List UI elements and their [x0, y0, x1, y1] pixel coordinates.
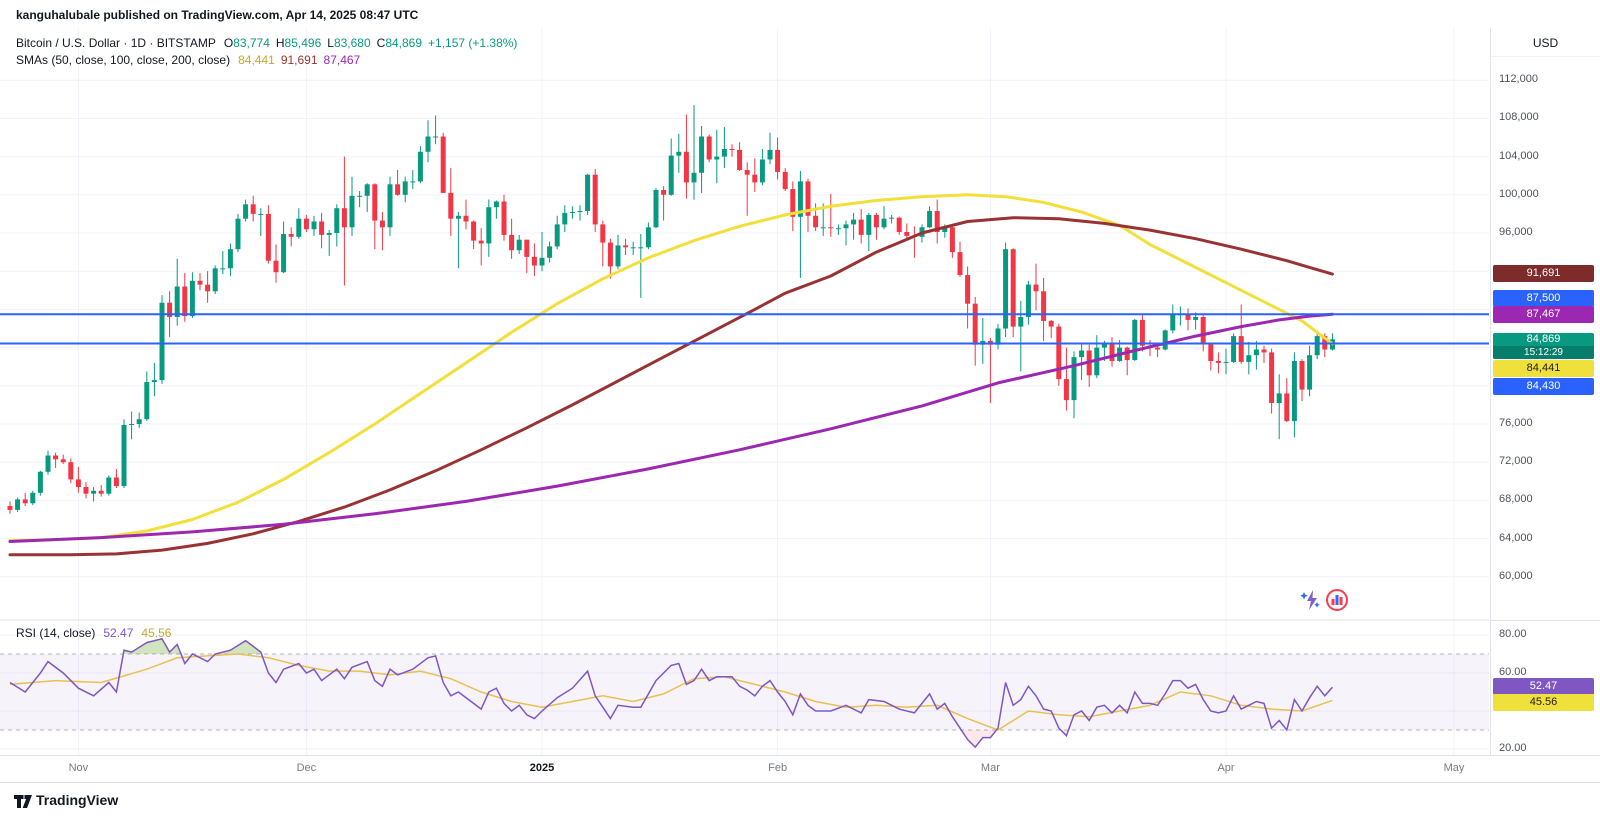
axis-tick-label: 80.00 — [1499, 628, 1527, 640]
ohlc-low: L83,680 — [327, 35, 371, 50]
rsi-ma-line[interactable] — [9, 653, 1333, 731]
ohlc-open: O83,774 — [223, 35, 270, 50]
axis-tick-label: 76,000 — [1499, 417, 1533, 429]
axis-tick-label: 108,000 — [1499, 111, 1539, 124]
price-axis[interactable]: USD 112,000 108,000 104,000 100,000 96,000 76… — [1490, 28, 1600, 782]
time-label-dec: Dec — [296, 762, 317, 774]
price-badge-84869: 84,869 15:12:29 — [1493, 333, 1594, 359]
axis-tick-label: 100,000 — [1499, 187, 1539, 200]
axis-tick-label: 68,000 — [1499, 493, 1533, 506]
time-label-may: May — [1443, 762, 1465, 774]
axis-tick-label: 72,000 — [1499, 455, 1533, 468]
symbol-legend-row: Bitcoin / U.S. Dollar · 1D · BITSTAMP O8… — [16, 34, 523, 51]
chart-area: Bitcoin / U.S. Dollar · 1D · BITSTAMP O8… — [0, 28, 1600, 782]
pane-separator-axis — [1491, 620, 1600, 621]
last-price-label: 84,869 — [1526, 333, 1561, 345]
time-label-2025: 2025 — [529, 762, 555, 774]
ohlc-high: H85,496 — [275, 35, 322, 50]
tradingview-brand[interactable]: TradingView — [36, 792, 119, 808]
axis-tick-label: 96,000 — [1499, 226, 1533, 238]
axis-tick-label: 60,000 — [1499, 569, 1533, 582]
rsi-overbought-fill — [10, 638, 1333, 654]
rsi-line[interactable] — [9, 637, 1333, 749]
tradingview-logo-icon — [14, 795, 32, 808]
reaction-chart-icon — [1326, 589, 1348, 611]
sma-line-sma-50[interactable] — [8, 193, 1334, 542]
time-label-apr: Apr — [1217, 762, 1235, 774]
rsi-ma-value: 45.56 — [141, 626, 172, 640]
price-badge-87500: 87,500 — [1493, 290, 1594, 307]
grid-lines — [0, 28, 1489, 755]
axis-tick-label: 64,000 — [1499, 531, 1533, 544]
axis-tick-label: 60.00 — [1499, 666, 1527, 678]
change-value: +1,157 (+1.38%) — [428, 35, 518, 50]
rsi-legend-label[interactable]: RSI (14, close) — [16, 626, 96, 640]
chart-legend: Bitcoin / U.S. Dollar · 1D · BITSTAMP O8… — [16, 34, 523, 68]
sma-line-sma-200[interactable] — [8, 312, 1334, 543]
rsi-badge-5247: 52.47 — [1493, 678, 1594, 695]
price-badge-84441: 84,441 — [1493, 360, 1594, 377]
chart-plot[interactable] — [0, 28, 1490, 755]
time-axis[interactable]: Nov Dec 2025 Feb Mar Apr May — [0, 755, 1600, 782]
price-badge-84430: 84,430 — [1493, 378, 1594, 395]
rsi-legend: RSI (14, close) 52.47 45.56 — [16, 626, 171, 640]
reaction-sparkle-icon — [1300, 590, 1320, 610]
time-label-nov: Nov — [68, 762, 89, 774]
footer-bar: TradingView — [0, 782, 1600, 829]
symbol-title[interactable]: Bitcoin / U.S. Dollar · 1D · BITSTAMP — [16, 35, 216, 50]
sma-legend-row: SMAs (50, close, 100, close, 200, close)… — [16, 51, 523, 68]
rsi-badge-4556: 45.56 — [1493, 694, 1594, 711]
rsi-value: 52.47 — [103, 626, 134, 640]
axis-tick-label: 112,000 — [1499, 73, 1538, 86]
sma200-value: 87,467 — [323, 52, 361, 67]
rsi-band — [0, 654, 1489, 730]
candles-layer[interactable] — [7, 105, 1335, 514]
axis-tick-label: 104,000 — [1499, 149, 1539, 162]
reaction-icons — [1300, 588, 1350, 617]
time-label-feb: Feb — [768, 762, 788, 774]
ohlc-close: C84,869 — [376, 35, 423, 50]
sma50-value: 84,441 — [238, 52, 275, 67]
sma100-value: 91,691 — [280, 52, 318, 67]
price-badge-87467: 87,467 — [1493, 306, 1594, 323]
axis-tick-label: 20.00 — [1499, 742, 1527, 754]
attribution-text: kanguhalubale published on TradingView.c… — [0, 0, 1600, 28]
price-badge-91691: 91,691 — [1493, 265, 1594, 282]
time-label-mar: Mar — [980, 762, 1000, 774]
sma-legend-label[interactable]: SMAs (50, close, 100, close, 200, close) — [16, 52, 231, 67]
bar-countdown: 15:12:29 — [1493, 346, 1594, 359]
sma-line-sma-100[interactable] — [8, 216, 1334, 557]
currency-toggle[interactable]: USD — [1491, 30, 1600, 57]
